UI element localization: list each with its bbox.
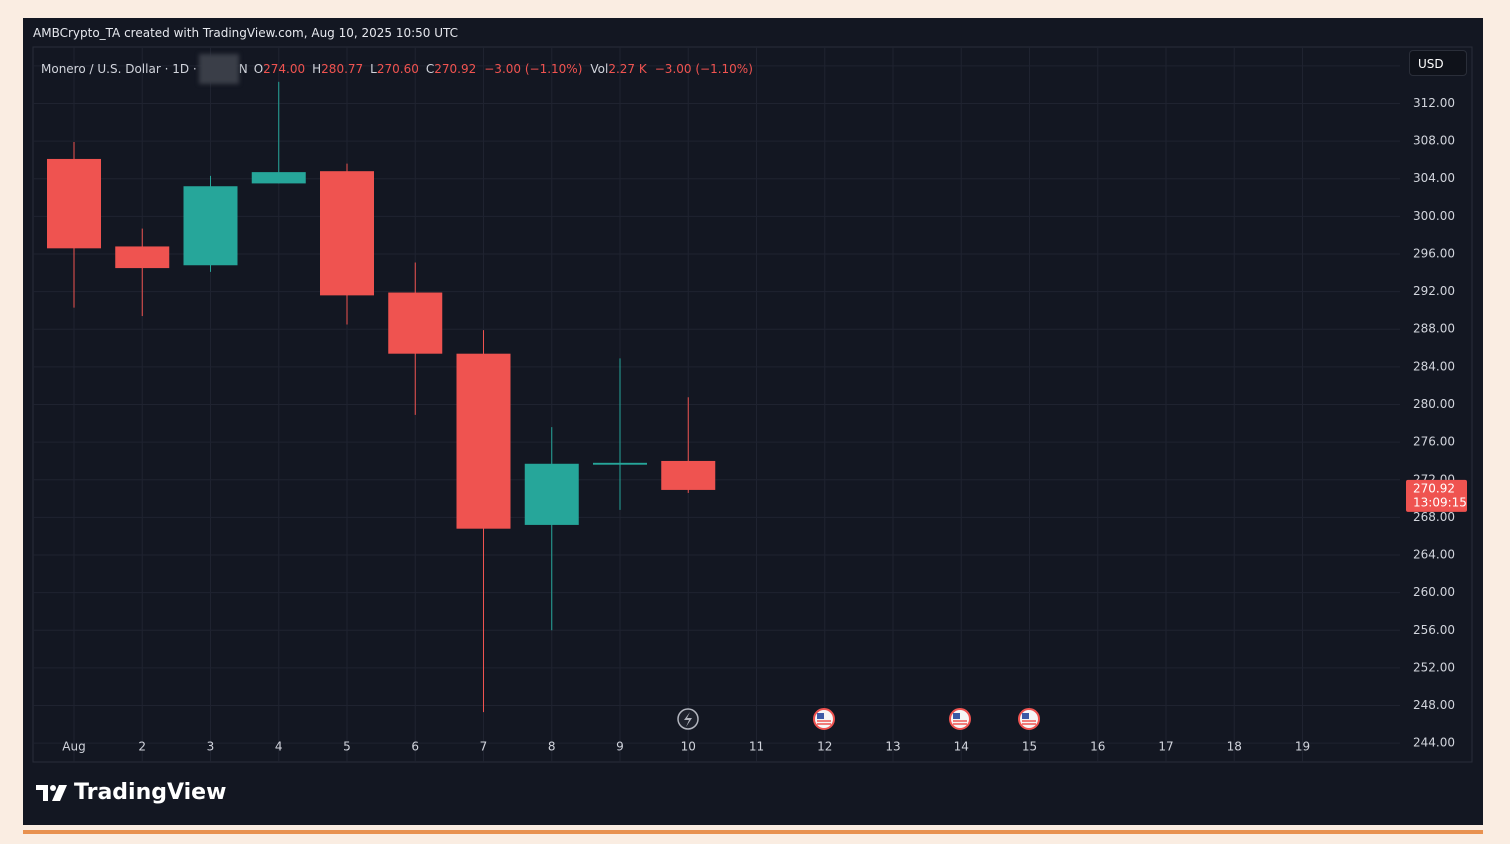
x-tick-label: 12	[817, 740, 832, 754]
legend-key: L	[370, 62, 377, 76]
x-tick-label: 9	[616, 740, 624, 754]
y-tick-label: 244.00	[1413, 736, 1455, 750]
candle-body	[320, 171, 374, 296]
price-tag-box	[1406, 479, 1467, 512]
y-tick-label: 296.00	[1413, 246, 1455, 260]
y-tick-label: 276.00	[1413, 435, 1455, 449]
x-tick-label: 6	[411, 740, 419, 754]
x-tick-label: 3	[207, 740, 215, 754]
legend-value: 280.77	[321, 62, 364, 76]
y-tick-label: 284.00	[1413, 359, 1455, 373]
y-tick-label: 300.00	[1413, 209, 1455, 223]
y-tick-label: 268.00	[1413, 510, 1455, 524]
candle-body	[456, 353, 511, 529]
credit: AMBCrypto_TA created with TradingView.co…	[33, 26, 459, 40]
x-tick-label: 17	[1158, 740, 1173, 754]
y-tick-label: 312.00	[1413, 96, 1455, 110]
event-flag[interactable]	[813, 708, 835, 730]
candle-body	[593, 462, 647, 465]
candle-body	[183, 186, 238, 266]
redacted	[198, 54, 239, 84]
x-tick-label: 7	[480, 740, 488, 754]
vol-change: −3.00 (−1.10%)	[654, 62, 753, 76]
legend-value: 274.00	[263, 62, 306, 76]
grid: 244.00 248.00 252.00 256.00 260.00 264.00 268.…	[33, 47, 1455, 762]
y-tick-label: 304.00	[1413, 171, 1455, 185]
symbol-tail: N	[238, 62, 248, 76]
y-tick-label: 292.00	[1413, 284, 1455, 298]
events	[677, 708, 1040, 730]
y-tick-label: 264.00	[1413, 548, 1455, 562]
price-tag-value: 270.92	[1413, 481, 1455, 495]
x-tick-label: 10	[681, 740, 696, 754]
candle-body	[524, 463, 579, 525]
brand: TradingView	[36, 780, 226, 805]
y-tick-label: 260.00	[1413, 585, 1455, 599]
currency-button[interactable]: USD	[1409, 50, 1467, 76]
x-tick-label: 18	[1227, 740, 1242, 754]
symbol: Monero / U.S. Dollar · 1D ·	[41, 62, 197, 76]
x-tick-label: 4	[275, 740, 283, 754]
x-tick-label: 14	[954, 740, 969, 754]
y-tick-label: 280.00	[1413, 397, 1455, 411]
event-glyph	[684, 712, 692, 727]
marks	[47, 81, 716, 713]
x-tick-label: 13	[885, 740, 900, 754]
x-tick-label: 5	[343, 740, 351, 754]
footer-rule	[23, 830, 1483, 834]
vol-key: Vol	[590, 62, 609, 76]
legend-value: 270.92	[434, 62, 477, 76]
candle-body	[47, 158, 101, 249]
brand-name: TradingView	[74, 780, 227, 805]
candle-body	[388, 292, 443, 354]
legend-key: C	[425, 62, 435, 76]
y-tick-label: 308.00	[1413, 134, 1455, 148]
vol-value: 2.27 K	[608, 62, 647, 76]
y-tick-label: 256.00	[1413, 623, 1455, 637]
x-tick-label: 15	[1022, 740, 1037, 754]
legend-value: 270.60	[376, 62, 419, 76]
x-tick-label: 16	[1090, 740, 1105, 754]
y-tick-label: 252.00	[1413, 660, 1455, 674]
x-tick-label: 8	[548, 740, 556, 754]
y-tick-label: 248.00	[1413, 698, 1455, 712]
candle-body	[251, 172, 306, 184]
event-flag[interactable]	[949, 708, 971, 730]
legend-key: O	[253, 62, 264, 76]
y-tick-label: 288.00	[1413, 322, 1455, 336]
legend-key: H	[312, 62, 322, 76]
candle-body	[115, 246, 170, 269]
price-tag-countdown: 13:09:15	[1413, 495, 1467, 509]
legend: Monero / U.S. Dollar · 1D · N O 274.00 H 28…	[41, 54, 753, 84]
candle-body	[661, 460, 716, 490]
event-flag[interactable]	[1018, 708, 1040, 730]
x-tick-label: Aug	[62, 740, 85, 754]
x-tick-label: 19	[1295, 740, 1310, 754]
price-tag: 270.92 13:09:15	[1406, 479, 1467, 512]
x-tick-label: 2	[138, 740, 146, 754]
brand-logo	[36, 784, 67, 801]
x-tick-label: 11	[749, 740, 764, 754]
change: −3.00 (−1.10%)	[484, 62, 583, 76]
